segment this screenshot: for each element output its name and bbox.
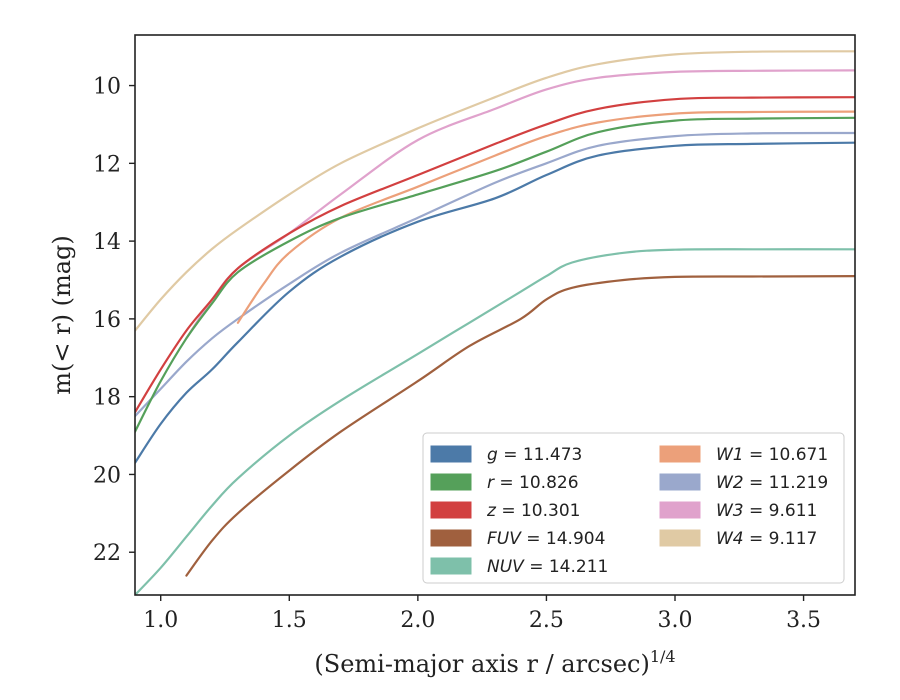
legend: g = 11.473 r = 10.826 z = 10.301 FUV = 14.9… xyxy=(422,432,845,584)
legend-label-w2: W2 = 11.219 xyxy=(716,473,828,493)
plot-frame xyxy=(134,34,856,596)
x-tick-label: 1.0 xyxy=(143,608,178,633)
y-tick-label: 16 xyxy=(93,308,121,333)
y-axis-label: m(< r) (mag) xyxy=(48,235,76,394)
legend-label-w4: W4 = 9.117 xyxy=(716,529,817,549)
y-tick-label: 18 xyxy=(93,386,121,411)
x-axis-label: (Semi-major axis r / arcsec)1/4 xyxy=(314,647,675,678)
y-tick-label: 20 xyxy=(93,463,121,488)
legend-swatch-w3 xyxy=(659,501,701,519)
legend-swatch-fuv xyxy=(430,529,472,547)
x-tick-label: 1.5 xyxy=(272,608,307,633)
legend-label-z: z = 10.301 xyxy=(486,501,580,521)
x-tick-label: 2.5 xyxy=(529,608,564,633)
legend-swatch-w1 xyxy=(659,445,701,463)
y-tick-label: 14 xyxy=(93,230,121,255)
series-line-fuv xyxy=(185,275,855,577)
legend-swatch-z xyxy=(430,501,472,519)
x-tick-label: 3.0 xyxy=(658,608,693,633)
legend-label-fuv: FUV = 14.904 xyxy=(487,529,605,549)
legend-swatch-w4 xyxy=(659,529,701,547)
legend-swatch-w2 xyxy=(659,473,701,491)
series-line-nuv xyxy=(135,248,855,595)
legend-label-r: r = 10.826 xyxy=(487,473,579,493)
legend-box xyxy=(422,432,845,584)
y-tick-label: 22 xyxy=(93,541,121,566)
series-lines xyxy=(135,50,855,595)
x-tick-label: 3.5 xyxy=(786,608,821,633)
series-line-z xyxy=(135,96,855,414)
series-line-w2 xyxy=(135,131,855,418)
y-tick-label: 12 xyxy=(93,152,121,177)
series-line-w4 xyxy=(135,50,855,332)
legend-swatch-nuv xyxy=(430,557,472,575)
y-axis-ticks: 10 12 14 16 18 20 22 xyxy=(93,75,135,566)
legend-swatch-r xyxy=(430,473,472,491)
x-tick-label: 2.0 xyxy=(400,608,435,633)
legend-label-nuv: NUV = 14.211 xyxy=(487,557,608,577)
legend-label-g: g = 11.473 xyxy=(487,445,582,465)
legend-label-w1: W1 = 10.671 xyxy=(716,445,828,465)
legend-swatch-g xyxy=(430,445,472,463)
series-line-g xyxy=(135,141,855,464)
x-axis-ticks: 1.0 1.5 2.0 2.5 3.0 3.5 xyxy=(143,595,821,633)
series-line-w3 xyxy=(185,69,855,340)
series-line-r xyxy=(135,116,855,433)
legend-label-w3: W3 = 9.611 xyxy=(716,501,817,521)
series-line-w1 xyxy=(236,110,855,324)
y-tick-label: 10 xyxy=(93,75,121,100)
